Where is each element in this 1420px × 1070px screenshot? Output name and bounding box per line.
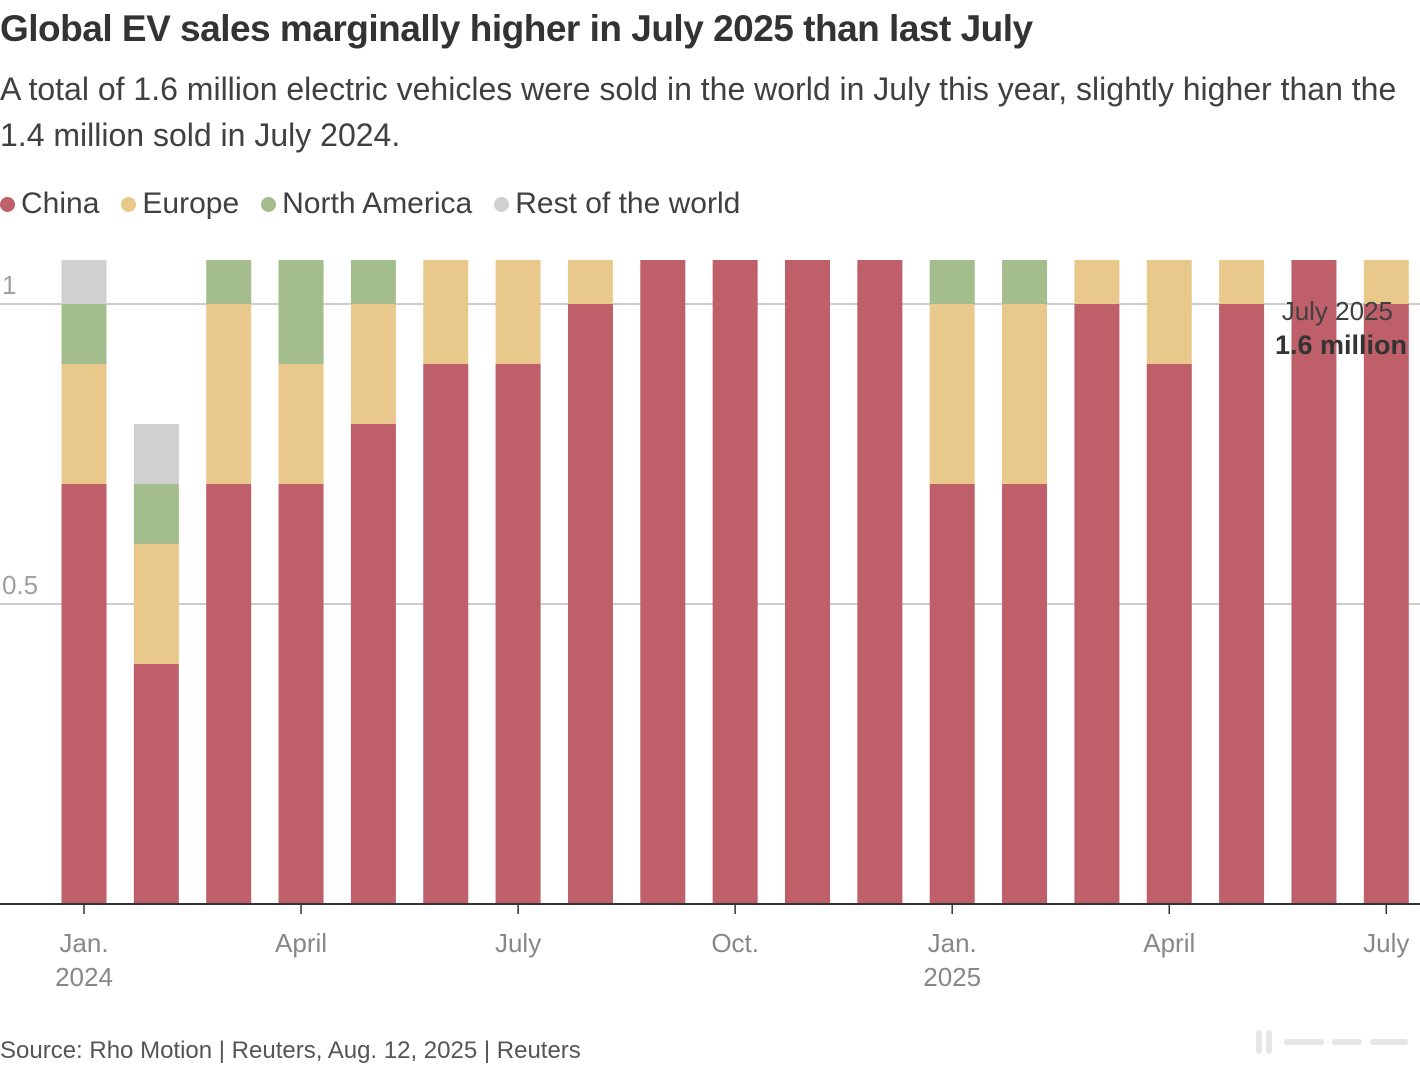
- bar-segment-europe: [1074, 260, 1120, 304]
- bar-segment-north-america: [350, 260, 396, 304]
- bar-segment-china: [929, 484, 975, 904]
- x-tick-label: April: [275, 928, 327, 958]
- legend-item-europe: Europe: [121, 187, 239, 221]
- x-tick-label-year: 2024: [55, 962, 113, 992]
- x-tick-label: Oct.: [711, 928, 759, 958]
- bar-segment-china: [133, 664, 179, 904]
- legend-item-rest-of-world: Rest of the world: [494, 187, 740, 221]
- chart-title: Global EV sales marginally higher in Jul…: [0, 8, 1033, 49]
- bar-segment-europe: [206, 304, 252, 484]
- bar-segment-china: [61, 484, 107, 904]
- chart-subtitle: A total of 1.6 million electric vehicles…: [0, 71, 1397, 153]
- y-tick-label: 0.5: [2, 570, 38, 600]
- bar-segment-china: [1363, 304, 1409, 904]
- legend-label-rest-of-world: Rest of the world: [515, 187, 741, 220]
- annotation-label: July 2025: [1282, 296, 1393, 326]
- x-tick-label: April: [1143, 928, 1195, 958]
- bar-segment-europe: [350, 304, 396, 424]
- bar-segment-china: [1219, 304, 1265, 904]
- bar-segment-europe: [278, 364, 324, 484]
- source-note: Source: Rho Motion | Reuters, Aug. 12, 2…: [0, 1037, 581, 1064]
- bar-segment-europe: [929, 304, 975, 484]
- bar-segment-europe: [1219, 260, 1265, 304]
- legend-swatch-rest-of-world: [494, 196, 510, 212]
- bar-segment-north-america: [133, 484, 179, 544]
- bar-segment-north-america: [278, 260, 324, 364]
- legend-label-europe: Europe: [142, 187, 240, 220]
- bar-segment-north-america: [61, 304, 107, 364]
- bar-segment-china: [567, 304, 613, 904]
- x-tick-label: Jan.: [928, 928, 977, 958]
- bar-segment-china: [1146, 364, 1192, 904]
- bar-segment-europe: [1002, 304, 1048, 484]
- watermark-logo-icon: [1256, 1030, 1408, 1054]
- x-tick-label: July: [1363, 928, 1409, 958]
- annotation-value: 1.6 million: [1275, 330, 1407, 360]
- legend-label-china: China: [21, 187, 100, 220]
- bar-segment-europe: [1146, 260, 1192, 364]
- bar-segment-china: [1291, 260, 1337, 904]
- bar-segment-china: [640, 260, 686, 904]
- legend: China Europe North America Rest of the w…: [0, 184, 762, 224]
- bar-segment-north-america: [1002, 260, 1048, 304]
- bar-segment-europe: [1363, 260, 1409, 304]
- stacked-bar-chart: 0.511.52Jan.2024AprilJulyOct.Jan.2025Apr…: [0, 260, 1420, 992]
- bar-segment-europe: [133, 544, 179, 664]
- legend-swatch-north-america: [261, 196, 277, 212]
- bar-segment-north-america: [929, 260, 975, 304]
- x-tick-label: Jan.: [59, 928, 108, 958]
- bar-segment-china: [206, 484, 252, 904]
- bar-segment-china: [1002, 484, 1048, 904]
- legend-item-north-america: North America: [261, 187, 472, 221]
- bar-segment-europe: [61, 364, 107, 484]
- bar-segment-china: [495, 364, 541, 904]
- bar-segment-china: [423, 364, 469, 904]
- bar-segment-europe: [495, 260, 541, 364]
- legend-item-china: China: [0, 187, 99, 221]
- legend-swatch-europe: [121, 196, 137, 212]
- legend-swatch-china: [0, 196, 15, 212]
- bar-segment-china: [712, 260, 758, 904]
- x-tick-label-year: 2025: [923, 962, 981, 992]
- legend-label-north-america: North America: [282, 187, 473, 220]
- bar-segment-china: [857, 260, 903, 904]
- bar-segment-china: [350, 424, 396, 904]
- bar-segment-rest-of-the-world: [61, 260, 107, 304]
- bar-segment-china: [278, 484, 324, 904]
- bar-segment-rest-of-the-world: [133, 424, 179, 484]
- bar-segment-europe: [567, 260, 613, 304]
- bar-segment-china: [785, 260, 830, 904]
- x-tick-label: July: [495, 928, 541, 958]
- y-tick-label: 1: [2, 270, 16, 300]
- bar-segment-europe: [423, 260, 469, 364]
- bar-segment-china: [1074, 304, 1120, 904]
- bar-segment-north-america: [206, 260, 252, 304]
